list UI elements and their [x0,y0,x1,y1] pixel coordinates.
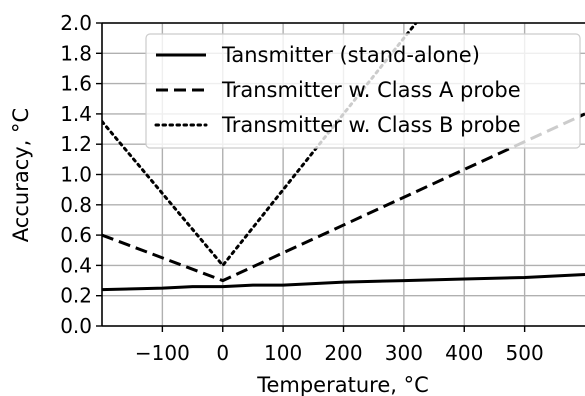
y-tick-label: 0.4 [60,253,92,277]
y-tick-label: 1.8 [60,41,92,65]
legend-label: Transmitter w. Class B probe [221,113,521,137]
legend: Tansmitter (stand-alone) Transmitter w. C… [145,33,581,149]
x-tick-label: 500 [506,341,544,365]
y-tick-label: 0.2 [60,284,92,308]
legend-label: Transmitter w. Class A probe [221,78,521,102]
legend-label: Tansmitter (stand-alone) [221,43,480,67]
series-line-dashed [102,112,585,283]
x-axis-title: Temperature, °C [256,373,429,396]
x-tick-label: 400 [445,341,483,365]
y-tick-label: 0.8 [60,193,92,217]
x-tick-label: 300 [385,341,423,365]
y-axis-title: Accuracy, °C [9,108,33,242]
x-tick-label: 200 [324,341,362,365]
y-tick-label: 2.0 [60,11,92,35]
legend-box [145,33,581,149]
y-tick-label: 0.0 [60,314,92,338]
x-tick-label: −100 [135,341,190,365]
y-tick-label: 1.0 [60,163,92,187]
y-tick-label: 1.6 [60,72,92,96]
x-tick-label: 100 [264,341,302,365]
tick-labels: −100 0 100 200 300 400 500 0.0 0.2 0.4 0.6 0.8 1.0 1.… [60,11,544,365]
y-tick-label: 1.2 [60,132,92,156]
x-tick-label: 0 [216,341,229,365]
y-tick-label: 1.4 [60,102,92,126]
series-line-solid [102,273,585,292]
tick-marks [96,22,526,332]
y-tick-label: 0.6 [60,223,92,247]
